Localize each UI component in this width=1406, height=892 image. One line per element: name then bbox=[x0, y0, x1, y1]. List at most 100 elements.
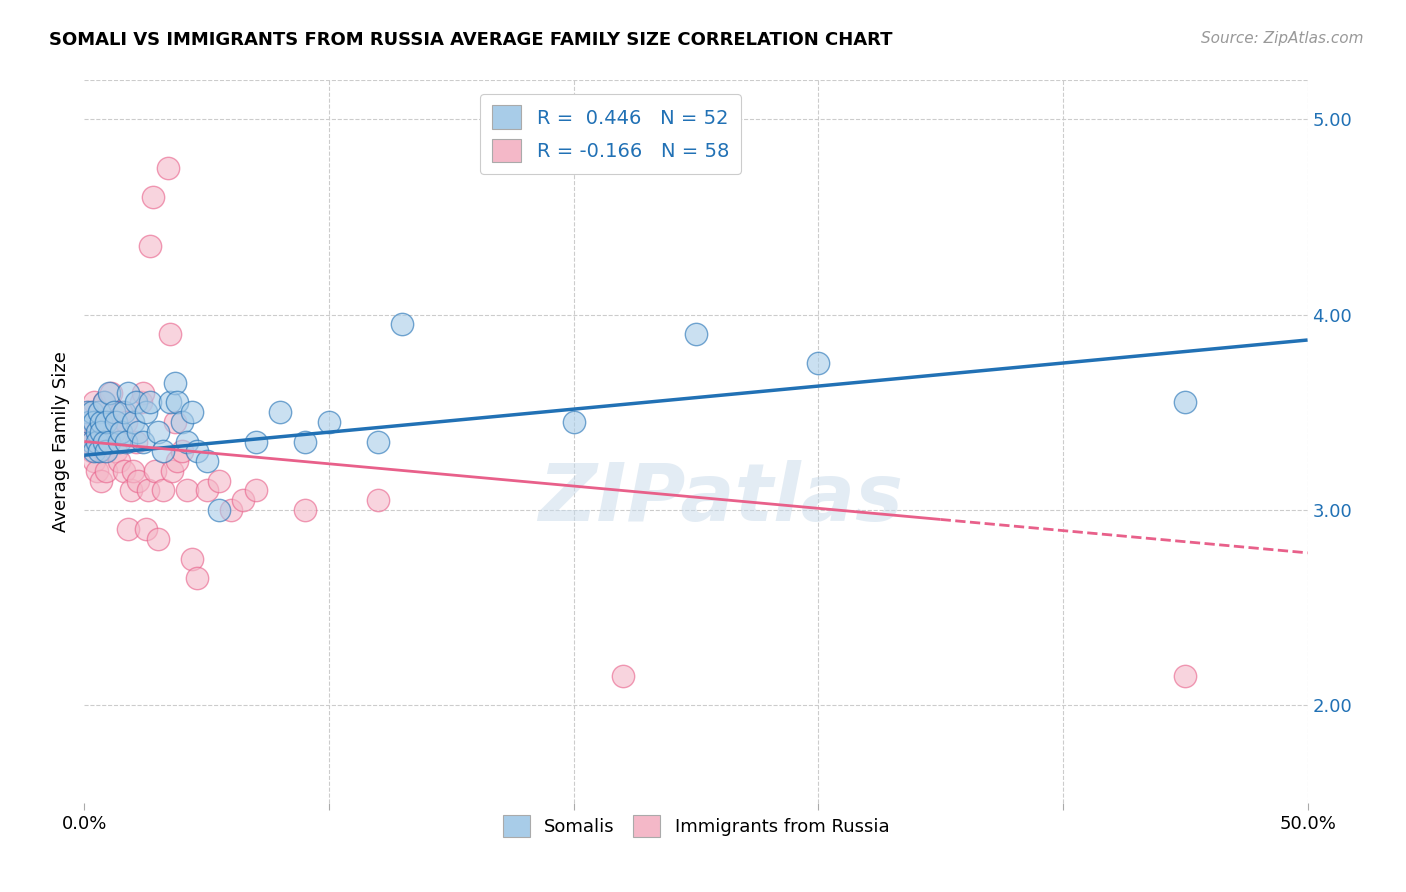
Point bbox=[208, 503, 231, 517]
Point bbox=[90, 415, 112, 429]
Point bbox=[77, 405, 100, 419]
Point bbox=[1174, 395, 1197, 409]
Point bbox=[807, 356, 830, 370]
Point bbox=[152, 444, 174, 458]
Point bbox=[100, 385, 122, 400]
Point bbox=[83, 415, 105, 429]
Text: SOMALI VS IMMIGRANTS FROM RUSSIA AVERAGE FAMILY SIZE CORRELATION CHART: SOMALI VS IMMIGRANTS FROM RUSSIA AVERAGE… bbox=[49, 31, 893, 49]
Point bbox=[86, 464, 108, 478]
Point bbox=[90, 474, 112, 488]
Point bbox=[391, 318, 413, 332]
Point bbox=[139, 239, 162, 253]
Point bbox=[122, 464, 145, 478]
Point bbox=[87, 405, 110, 419]
Point bbox=[176, 434, 198, 449]
Point bbox=[86, 434, 108, 449]
Point bbox=[125, 395, 148, 409]
Point bbox=[127, 474, 149, 488]
Point bbox=[1174, 669, 1197, 683]
Point bbox=[208, 474, 231, 488]
Point bbox=[96, 425, 118, 439]
Point bbox=[110, 405, 132, 419]
Point bbox=[136, 483, 159, 498]
Point bbox=[97, 434, 120, 449]
Point bbox=[159, 395, 181, 409]
Point bbox=[152, 483, 174, 498]
Point bbox=[80, 405, 103, 419]
Legend: Somalis, Immigrants from Russia: Somalis, Immigrants from Russia bbox=[495, 808, 897, 845]
Point bbox=[156, 161, 179, 176]
Point bbox=[83, 454, 105, 468]
Point bbox=[96, 444, 118, 458]
Point bbox=[77, 415, 100, 429]
Point bbox=[142, 190, 165, 204]
Point bbox=[107, 454, 129, 468]
Text: ZIPatlas: ZIPatlas bbox=[538, 460, 903, 539]
Point bbox=[181, 405, 204, 419]
Point bbox=[129, 395, 152, 409]
Point bbox=[166, 395, 188, 409]
Point bbox=[117, 385, 139, 400]
Point bbox=[93, 395, 115, 409]
Point bbox=[269, 405, 291, 419]
Point bbox=[110, 425, 132, 439]
Point bbox=[294, 503, 316, 517]
Point bbox=[132, 385, 155, 400]
Point bbox=[83, 444, 105, 458]
Point bbox=[93, 434, 115, 449]
Point bbox=[245, 434, 267, 449]
Point bbox=[195, 483, 218, 498]
Point bbox=[318, 415, 340, 429]
Point bbox=[176, 483, 198, 498]
Point bbox=[76, 405, 98, 419]
Point bbox=[146, 425, 169, 439]
Point bbox=[105, 444, 128, 458]
Point bbox=[685, 327, 707, 342]
Point bbox=[97, 434, 120, 449]
Point bbox=[87, 444, 110, 458]
Point bbox=[163, 415, 186, 429]
Point bbox=[122, 415, 145, 429]
Point bbox=[83, 395, 105, 409]
Point bbox=[172, 415, 194, 429]
Point bbox=[132, 434, 155, 449]
Point bbox=[97, 415, 120, 429]
Point bbox=[87, 405, 110, 419]
Text: Source: ZipAtlas.com: Source: ZipAtlas.com bbox=[1201, 31, 1364, 46]
Point bbox=[146, 532, 169, 546]
Point bbox=[186, 571, 208, 585]
Point bbox=[127, 425, 149, 439]
Point bbox=[166, 454, 188, 468]
Point bbox=[143, 464, 166, 478]
Point bbox=[219, 503, 242, 517]
Point bbox=[97, 385, 120, 400]
Point bbox=[195, 454, 218, 468]
Point bbox=[120, 483, 142, 498]
Y-axis label: Average Family Size: Average Family Size bbox=[52, 351, 70, 532]
Point bbox=[159, 327, 181, 342]
Point bbox=[90, 415, 112, 429]
Point bbox=[87, 434, 110, 449]
Point bbox=[135, 523, 157, 537]
Point bbox=[367, 434, 389, 449]
Point bbox=[93, 395, 115, 409]
Point bbox=[117, 523, 139, 537]
Point bbox=[112, 405, 135, 419]
Point bbox=[80, 434, 103, 449]
Point bbox=[135, 405, 157, 419]
Point bbox=[367, 493, 389, 508]
Point bbox=[139, 395, 162, 409]
Point bbox=[77, 434, 100, 449]
Point bbox=[125, 434, 148, 449]
Point bbox=[245, 483, 267, 498]
Point bbox=[93, 444, 115, 458]
Point bbox=[105, 415, 128, 429]
Point bbox=[115, 415, 138, 429]
Point bbox=[172, 444, 194, 458]
Point bbox=[107, 434, 129, 449]
Point bbox=[86, 425, 108, 439]
Point bbox=[294, 434, 316, 449]
Point bbox=[76, 425, 98, 439]
Point bbox=[562, 415, 585, 429]
Point bbox=[186, 444, 208, 458]
